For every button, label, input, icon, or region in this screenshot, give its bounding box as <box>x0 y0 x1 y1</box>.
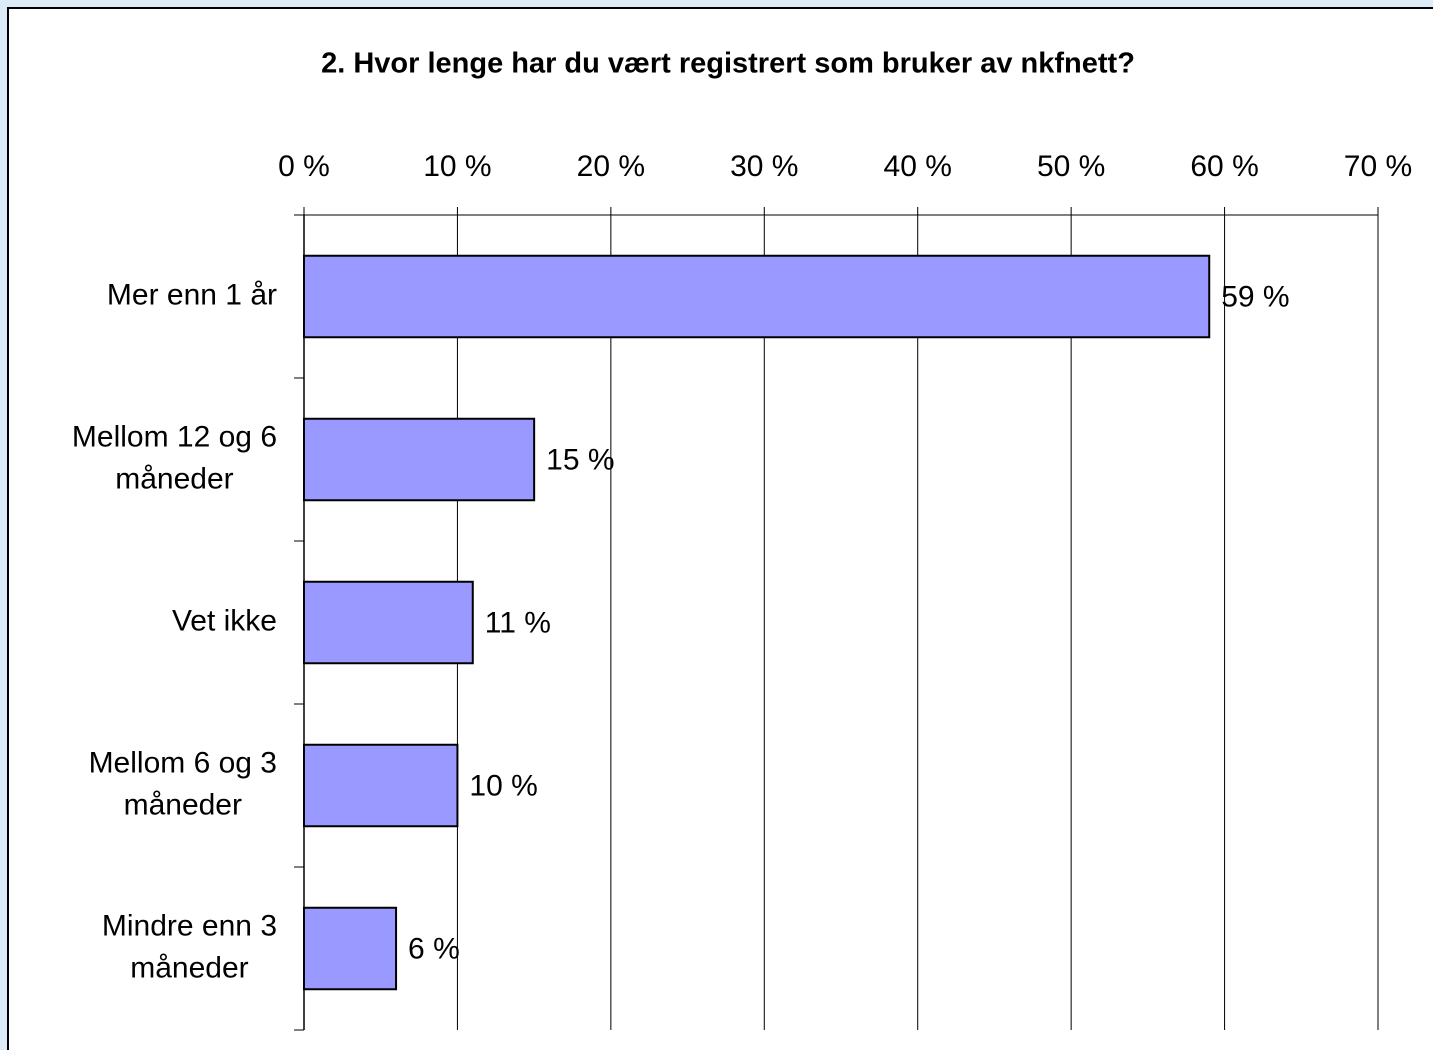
bar <box>303 743 459 828</box>
x-tick-label: 20 % <box>577 150 645 183</box>
y-tick-label: Mindre enn 3 måneder <box>102 909 277 984</box>
data-label: 6 % <box>408 932 460 965</box>
bar <box>303 906 398 991</box>
y-tick-label: Mer enn 1 år <box>107 278 277 311</box>
data-label: 11 % <box>485 606 551 639</box>
x-tick-label: 30 % <box>730 150 798 183</box>
x-tick-label: 0 % <box>278 150 330 183</box>
bar <box>303 417 536 502</box>
x-tick-label: 10 % <box>423 150 491 183</box>
x-tick-label: 40 % <box>884 150 952 183</box>
chart-title: 2. Hvor lenge har du vært registrert som… <box>321 48 1135 80</box>
data-label: 15 % <box>546 443 614 476</box>
x-tick-label: 60 % <box>1190 150 1258 183</box>
bar <box>303 580 474 665</box>
y-tick-label: Vet ikke <box>172 604 277 637</box>
data-label: 59 % <box>1221 280 1289 313</box>
chart-frame <box>7 7 1433 1050</box>
data-label: 10 % <box>469 769 537 802</box>
bar <box>303 254 1211 339</box>
x-tick-label: 50 % <box>1037 150 1105 183</box>
y-tick-label: Mellom 12 og 6 måneder <box>72 420 277 495</box>
x-tick-label: 70 % <box>1344 150 1412 183</box>
y-tick-label: Mellom 6 og 3 måneder <box>89 746 277 821</box>
